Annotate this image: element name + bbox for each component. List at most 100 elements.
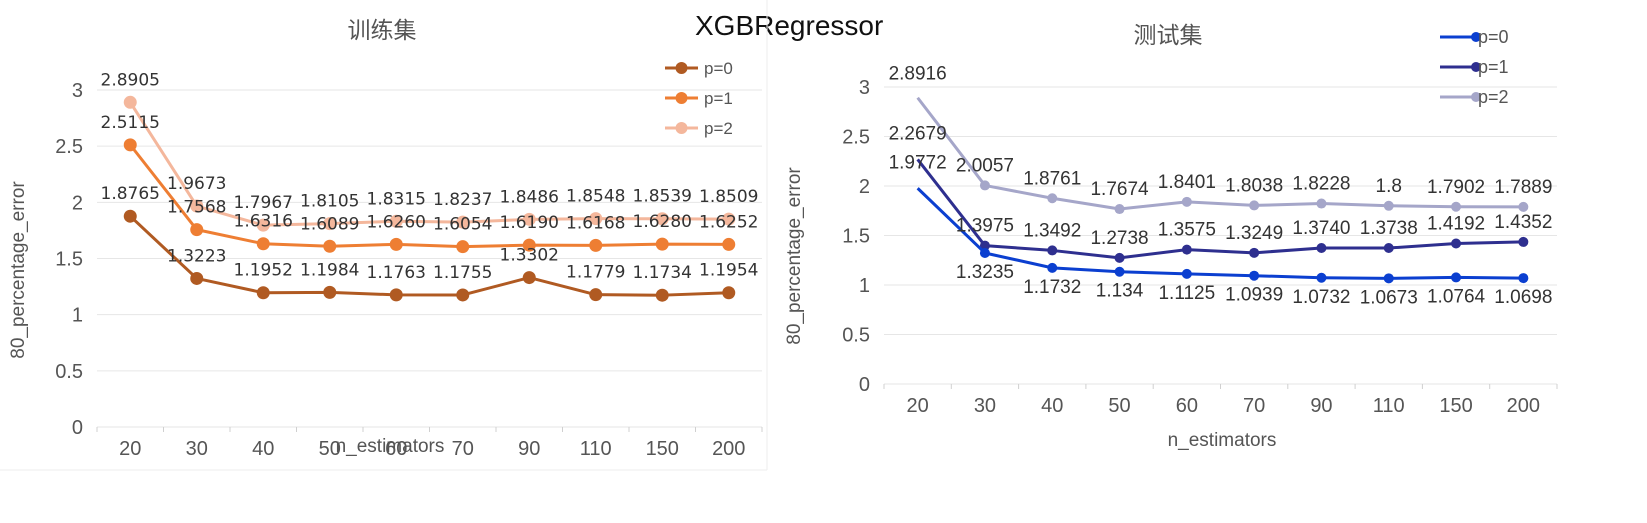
data-label: 1.8105 [300,192,359,212]
x-tick-label: 40 [1041,395,1063,417]
data-point [1249,200,1260,211]
data-label: 1.8539 [633,187,692,207]
series-line-p=2 [128,101,729,227]
legend-marker [675,92,688,104]
x-tick-label: 30 [186,438,208,460]
data-point [589,238,603,252]
data-point [1047,245,1058,256]
data-point [722,212,736,226]
data-point [1451,201,1462,212]
data-point [389,237,403,251]
y-tick-label: 3 [72,80,83,102]
data-point [589,288,603,302]
data-label: 1.134 [1096,281,1144,302]
y-tick-label: 1 [72,305,83,327]
legend: p=0 p=1 p=2 [665,59,733,138]
x-tick-label: 60 [385,438,407,460]
data-point [456,288,470,302]
y-axis-label: 80_percentage_error [784,167,805,345]
data-label: 1.3249 [1225,223,1283,244]
data-label: 1.8401 [1158,172,1216,193]
y-tick-label: 2 [72,192,83,214]
data-label: 1.7889 [1494,177,1552,198]
series-line-p=0 [916,187,1524,280]
legend-label: p=1 [1478,57,1509,77]
data-point [1451,272,1462,283]
x-tick-label: 110 [1373,395,1405,417]
data-label: 1.7902 [1427,177,1485,198]
data-label: 1.6054 [433,215,492,235]
data-point [655,237,669,251]
data-label: 1.6252 [699,212,758,232]
y-tick-label: 2.5 [842,127,870,149]
data-point [190,223,204,237]
data-label: 1.1779 [566,263,625,283]
data-label: 1.4192 [1427,213,1485,234]
x-tick-label: 200 [712,438,745,460]
data-label: 1.1755 [433,263,492,283]
chart-train: 0 0.5 1 1.5 2 2.5 3 20 30 40 50 60 70 90 110 150 200 训练集 n… [8,18,763,460]
legend-label: p=0 [1478,27,1509,47]
data-label: 1.0698 [1494,287,1552,308]
data-point [655,212,669,226]
data-point [389,214,403,228]
data-label: 1.6280 [633,212,692,232]
data-label: 1.6260 [367,212,426,232]
data-point [1518,273,1529,284]
data-point [1249,270,1260,281]
data-label: 1.8038 [1225,175,1283,196]
legend-marker [675,62,688,74]
chart-title: 训练集 [348,18,417,44]
legend-marker [1471,32,1481,42]
x-tick-label: 20 [119,438,141,460]
legend-marker [675,122,688,134]
data-point [1114,266,1125,277]
legend-label: p=2 [704,119,733,138]
chart-title: 测试集 [1134,23,1203,49]
data-label: 1.3738 [1360,218,1418,239]
data-point [1047,193,1058,204]
x-tick-label: 50 [319,438,341,460]
series-line-p=1 [129,143,729,249]
data-label: 1.6190 [500,213,559,233]
legend-marker [1471,92,1481,102]
data-label: 2.5115 [101,113,160,133]
data-point [456,240,470,254]
y-tick-label: 0 [859,374,870,396]
data-label: 1.6316 [234,212,293,232]
y-tick-label: 0.5 [842,325,870,347]
data-point [1114,204,1125,215]
data-label: 1.8 [1376,176,1402,197]
data-point [123,95,137,109]
data-label: 2.0057 [956,155,1014,176]
data-label: 1.1732 [1023,277,1081,298]
x-tick-label: 150 [1439,395,1472,417]
data-point [1451,238,1462,249]
data-label: 1.8237 [433,190,492,210]
data-label: 1.6168 [566,213,625,233]
data-label: 1.8509 [699,187,758,207]
data-point [456,215,470,229]
data-label: 1.7568 [167,198,226,218]
x-tick-label: 150 [646,438,679,460]
data-label: 1.3302 [500,246,559,266]
data-point [1383,200,1394,211]
data-point [979,180,990,191]
y-axis-label: 80_percentage_error [8,181,29,359]
data-label: 1.3575 [1158,220,1216,241]
x-tick-label: 70 [1243,395,1265,417]
legend: p=0 p=1 p=2 [1440,27,1509,107]
x-axis-label: n_estimators [1168,430,1277,451]
data-point [979,240,990,251]
y-tick-label: 2 [859,176,870,198]
data-point [323,285,337,299]
chart-test: 0 0.5 1 1.5 2 2.5 3 20 30 40 50 60 70 90 110 150 200 测试集 n… [784,23,1558,451]
data-point [389,288,403,302]
legend-marker [1471,62,1481,72]
series-line-p=2 [916,96,1524,211]
x-tick-label: 70 [452,438,474,460]
data-label: 1.8486 [500,187,559,207]
data-label: 1.1952 [234,261,293,281]
x-tick-label: 90 [518,438,540,460]
